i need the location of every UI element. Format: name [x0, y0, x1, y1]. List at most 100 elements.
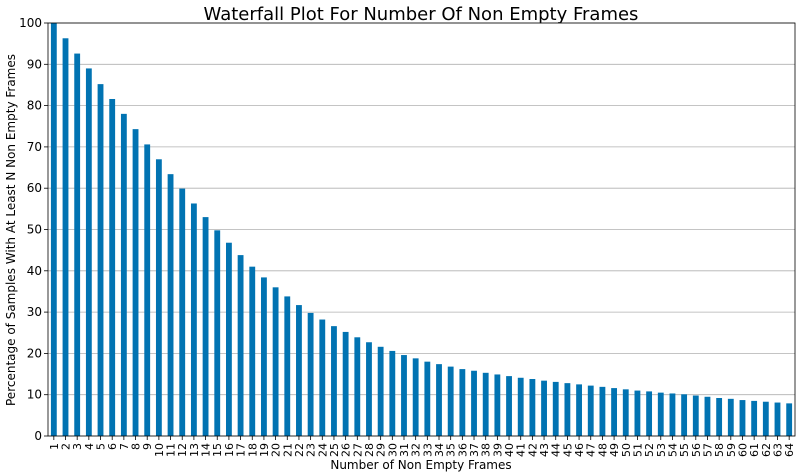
bar-40	[506, 376, 512, 436]
bar-54	[669, 393, 676, 436]
bar-41	[517, 377, 524, 436]
bar-60	[739, 400, 746, 436]
bar-53	[657, 392, 664, 436]
bar-13	[190, 203, 197, 436]
bar-57	[704, 396, 711, 436]
x-tick-label: 41	[515, 443, 528, 457]
x-tick-label: 11	[165, 443, 178, 457]
x-tick-label: 52	[643, 443, 656, 457]
x-tick-label: 60	[736, 443, 749, 457]
bar-10	[155, 159, 162, 437]
bar-17	[237, 255, 244, 436]
y-tick-label: 50	[27, 223, 42, 237]
y-tick-label: 20	[27, 346, 42, 360]
x-tick-label: 16	[223, 443, 236, 457]
x-tick-label: 30	[386, 443, 399, 457]
x-tick-label: 59	[725, 443, 738, 457]
chart-title: Waterfall Plot For Number Of Non Empty F…	[204, 4, 639, 25]
bar-1	[50, 23, 57, 436]
bar-59	[727, 398, 734, 436]
y-tick-label: 70	[27, 140, 42, 154]
x-tick-label: 43	[538, 443, 551, 457]
bar-56	[692, 395, 699, 436]
x-tick-label: 57	[701, 443, 714, 457]
x-tick-label: 46	[573, 443, 586, 457]
bar-3	[74, 53, 81, 436]
x-tick-label: 13	[188, 443, 201, 457]
bar-45	[564, 383, 571, 436]
bars	[50, 23, 793, 437]
x-tick-label: 21	[281, 443, 294, 457]
bar-32	[412, 358, 419, 436]
x-tick-label: 54	[666, 443, 679, 457]
bar-52	[646, 391, 653, 436]
bar-12	[179, 188, 186, 436]
x-tick-label: 39	[491, 443, 504, 457]
x-axis-label: Number of Non Empty Frames	[330, 458, 511, 472]
y-tick-label: 0	[34, 429, 42, 443]
x-tick-label: 56	[690, 443, 703, 457]
bar-55	[681, 394, 688, 436]
bar-42	[529, 379, 536, 436]
bar-27	[354, 337, 361, 436]
y-tick-label: 90	[27, 57, 42, 71]
bar-11	[167, 174, 174, 436]
x-tick-label: 25	[328, 443, 341, 457]
bar-18	[249, 266, 256, 436]
x-tick-label: 17	[235, 443, 248, 457]
x-tick-label: 33	[421, 443, 434, 457]
bar-50	[622, 389, 629, 436]
x-tick-label: 51	[631, 443, 644, 457]
x-tick-label: 14	[200, 443, 213, 457]
x-tick-label: 15	[211, 443, 224, 457]
x-tick-label: 37	[468, 443, 481, 457]
y-tick-label: 30	[27, 305, 42, 319]
x-tick-label: 20	[270, 443, 283, 457]
x-tick-label: 29	[375, 443, 388, 457]
bar-19	[261, 277, 267, 436]
y-axis-ticks: 0 10 20 30 40 50 60 70 80 90 100	[19, 16, 48, 443]
x-tick-label: 34	[433, 443, 446, 457]
bar-6	[109, 98, 116, 436]
x-tick-label: 45	[561, 443, 574, 457]
y-tick-label: 80	[27, 99, 42, 113]
x-tick-label: 10	[153, 443, 166, 457]
x-tick-label: 44	[550, 443, 563, 457]
y-tick-label: 10	[27, 388, 42, 402]
bar-35	[447, 366, 454, 436]
bar-25	[331, 326, 337, 436]
x-tick-label: 32	[410, 443, 423, 457]
x-tick-label: 23	[305, 443, 318, 457]
x-tick-label: 4	[83, 443, 96, 450]
bar-29	[377, 346, 384, 436]
bar-21	[284, 296, 291, 436]
x-tick-label: 6	[106, 443, 119, 450]
bar-49	[611, 388, 618, 436]
x-tick-label: 48	[596, 443, 609, 457]
x-tick-label: 31	[398, 443, 411, 457]
x-tick-label: 42	[526, 443, 539, 457]
x-tick-label: 49	[608, 443, 621, 457]
bar-48	[599, 386, 606, 436]
x-tick-label: 5	[95, 443, 108, 450]
bar-61	[751, 400, 758, 436]
x-tick-label: 55	[678, 443, 691, 457]
bar-62	[762, 401, 769, 436]
bar-39	[494, 374, 501, 436]
bar-20	[272, 287, 279, 436]
bar-36	[459, 369, 466, 436]
x-tick-label: 62	[760, 443, 773, 457]
bar-23	[307, 312, 314, 436]
bar-33	[424, 361, 431, 436]
x-tick-label: 24	[316, 443, 329, 457]
bar-37	[471, 370, 477, 436]
x-tick-label: 7	[118, 443, 131, 450]
x-tick-label: 9	[141, 443, 154, 450]
bar-5	[97, 84, 104, 437]
bar-38	[482, 372, 489, 436]
x-tick-label: 36	[456, 443, 469, 457]
x-tick-label: 50	[620, 443, 633, 457]
x-tick-label: 8	[130, 443, 143, 450]
bar-2	[62, 38, 69, 436]
